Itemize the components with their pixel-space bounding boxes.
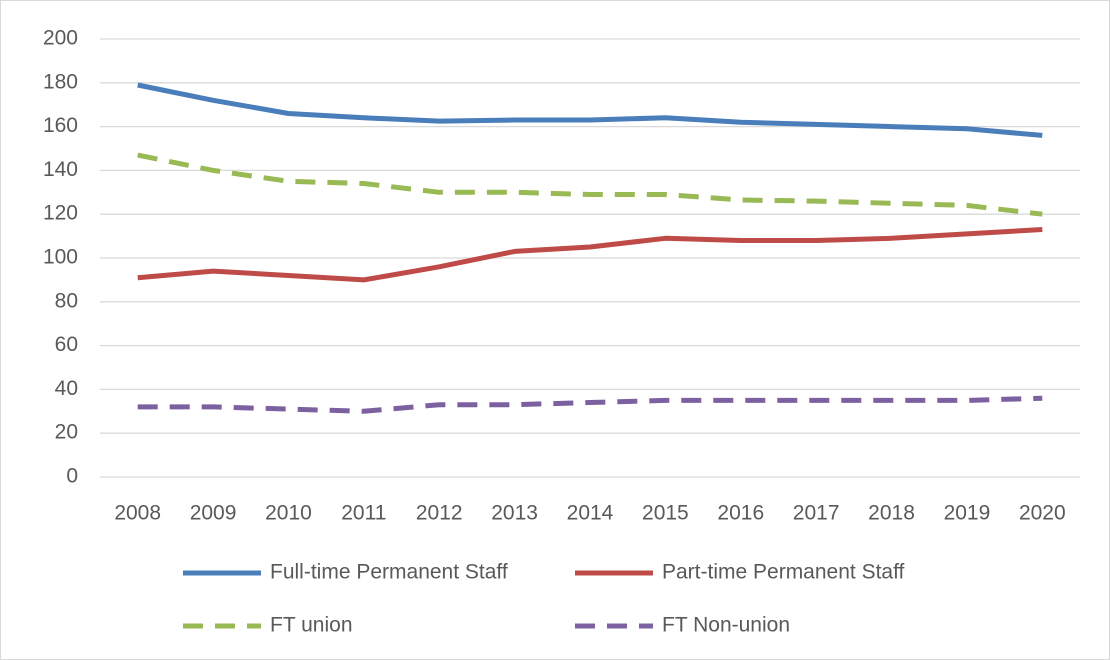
y-tick-label: 160: [43, 114, 78, 137]
y-tick-label: 0: [66, 465, 78, 488]
y-tick-label: 60: [55, 333, 78, 356]
x-tick-label: 2017: [793, 502, 840, 525]
y-tick-label: 20: [55, 421, 78, 444]
x-tick-label: 2009: [190, 502, 237, 525]
series-line: [137, 227, 1043, 283]
y-tick-label: 100: [43, 246, 78, 269]
y-tick-label: 140: [43, 158, 78, 181]
x-tick-label: 2010: [265, 502, 312, 525]
legend-label: Part-time Permanent Staff: [662, 561, 905, 584]
x-tick-label: 2014: [567, 502, 614, 525]
x-tick-label: 2008: [114, 502, 161, 525]
x-tick-label: 2013: [491, 502, 538, 525]
x-tick-label: 2011: [341, 502, 386, 525]
series-line: [137, 395, 1043, 414]
x-tick-label: 2012: [416, 502, 463, 525]
y-tick-label: 40: [55, 377, 78, 400]
y-tick-label: 200: [43, 27, 78, 50]
x-tick-label: 2020: [1019, 502, 1066, 525]
legend-label: Full-time Permanent Staff: [270, 561, 508, 584]
y-tick-label: 180: [43, 70, 78, 93]
series-line: [137, 152, 1043, 217]
legend-label: FT Non-union: [662, 614, 790, 637]
x-tick-label: 2016: [717, 502, 764, 525]
y-tick-label: 120: [43, 202, 78, 225]
x-tick-label: 2018: [868, 502, 915, 525]
x-tick-label: 2015: [642, 502, 689, 525]
x-tick-label: 2019: [944, 502, 991, 525]
legend-label: FT union: [270, 614, 353, 637]
y-tick-label: 80: [55, 289, 78, 312]
series-line: [137, 82, 1043, 138]
